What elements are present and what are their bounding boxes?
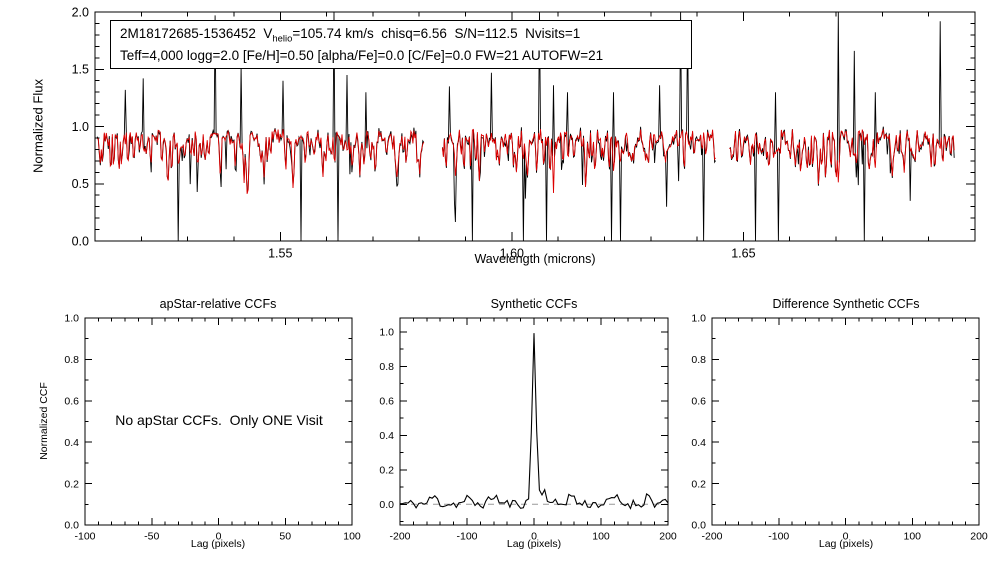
tick-label: -100 xyxy=(74,531,95,543)
ccf-y-axis-label: Normalized CCF xyxy=(38,382,50,460)
tick-label: 0.2 xyxy=(691,478,706,490)
tick-label: 0.4 xyxy=(691,437,706,449)
tick-label: 0.0 xyxy=(691,520,706,532)
tick-label: 0.0 xyxy=(72,234,89,248)
tick-label: 0.2 xyxy=(64,478,79,490)
star-id-and-vhelio-prefix: 2M18172685-1536452 V xyxy=(120,26,273,41)
no-apstar-ccfs-message: No apStar CCFs. Only ONE Visit xyxy=(115,412,323,428)
tick-label: 0.6 xyxy=(64,395,79,407)
tick-label: 0.8 xyxy=(379,361,394,373)
tick-label: -200 xyxy=(701,531,722,543)
fit-parameters-line2: Teff=4,000 logg=2.0 [Fe/H]=0.50 [alpha/F… xyxy=(120,48,604,64)
vhelio-subscript: helio xyxy=(272,33,293,45)
synthetic-ccf-curve xyxy=(400,333,668,510)
tick-label: -100 xyxy=(768,531,789,543)
tick-label: 0.8 xyxy=(64,354,79,366)
fit-parameters-box: 2M18172685-1536452 Vhelio=105.74 km/s ch… xyxy=(110,20,692,70)
tick-label: 0.6 xyxy=(379,395,394,407)
tick-label: 0.8 xyxy=(691,354,706,366)
tick-label: 50 xyxy=(279,531,291,543)
tick-label: 0.5 xyxy=(72,177,89,191)
tick-label: 2.0 xyxy=(72,5,89,19)
tick-label: 0 xyxy=(216,531,222,543)
model-spectrum-path xyxy=(96,128,425,194)
observed-spectrum-path xyxy=(729,12,955,241)
apstar-ccf-x-axis-label: Lag (pixels) xyxy=(190,538,246,550)
spectrum-y-axis-label: Normalized Flux xyxy=(30,79,46,173)
model-spectrum-path xyxy=(441,128,716,194)
tick-label: 0.0 xyxy=(379,499,394,511)
tick-label: 0.4 xyxy=(64,437,79,449)
tick-label: 100 xyxy=(592,531,610,543)
difference-ccf-x-axis-label: Lag (pixels) xyxy=(818,538,874,550)
vhelio-chisq-sn-nvisits: =105.74 km/s chisq=6.56 S/N=112.5 Nvisit… xyxy=(292,26,581,41)
tick-label: 200 xyxy=(659,531,677,543)
tick-label: -100 xyxy=(456,531,477,543)
synthetic-ccf-x-axis-label: Lag (pixels) xyxy=(506,538,562,550)
tick-label: 0 xyxy=(843,531,849,543)
tick-label: 100 xyxy=(903,531,921,543)
model-spectrum-path xyxy=(729,128,955,185)
tick-label: 1.55 xyxy=(268,247,292,261)
tick-label: 1.5 xyxy=(72,63,89,77)
tick-label: 200 xyxy=(970,531,988,543)
panel-frame xyxy=(711,317,980,526)
panel-frame xyxy=(399,317,669,526)
tick-label: 1.0 xyxy=(64,313,79,325)
tick-label: 0.6 xyxy=(691,395,706,407)
fit-parameters-line1: 2M18172685-1536452 Vhelio=105.74 km/s ch… xyxy=(120,24,682,46)
panel-frame xyxy=(94,11,976,242)
tick-label: -50 xyxy=(144,531,159,543)
spectrum-x-axis-label: Wavelength (microns) xyxy=(474,252,596,266)
synthetic-ccf-title: Synthetic CCFs xyxy=(490,297,578,311)
panel-frame xyxy=(84,317,353,526)
tick-label: 0.0 xyxy=(64,520,79,532)
tick-label: 1.0 xyxy=(691,313,706,325)
tick-label: 1.0 xyxy=(379,326,394,338)
tick-label: 0 xyxy=(531,531,537,543)
tick-label: 1.60 xyxy=(500,247,524,261)
tick-label: 1.65 xyxy=(731,247,755,261)
apstar-ccf-title: apStar-relative CCFs xyxy=(159,297,277,311)
tick-label: 1.0 xyxy=(72,120,89,134)
tick-label: 100 xyxy=(343,531,361,543)
tick-label: -200 xyxy=(389,531,410,543)
difference-ccf-title: Difference Synthetic CCFs xyxy=(772,297,920,311)
tick-label: 0.2 xyxy=(379,464,394,476)
tick-label: 0.4 xyxy=(379,430,394,442)
